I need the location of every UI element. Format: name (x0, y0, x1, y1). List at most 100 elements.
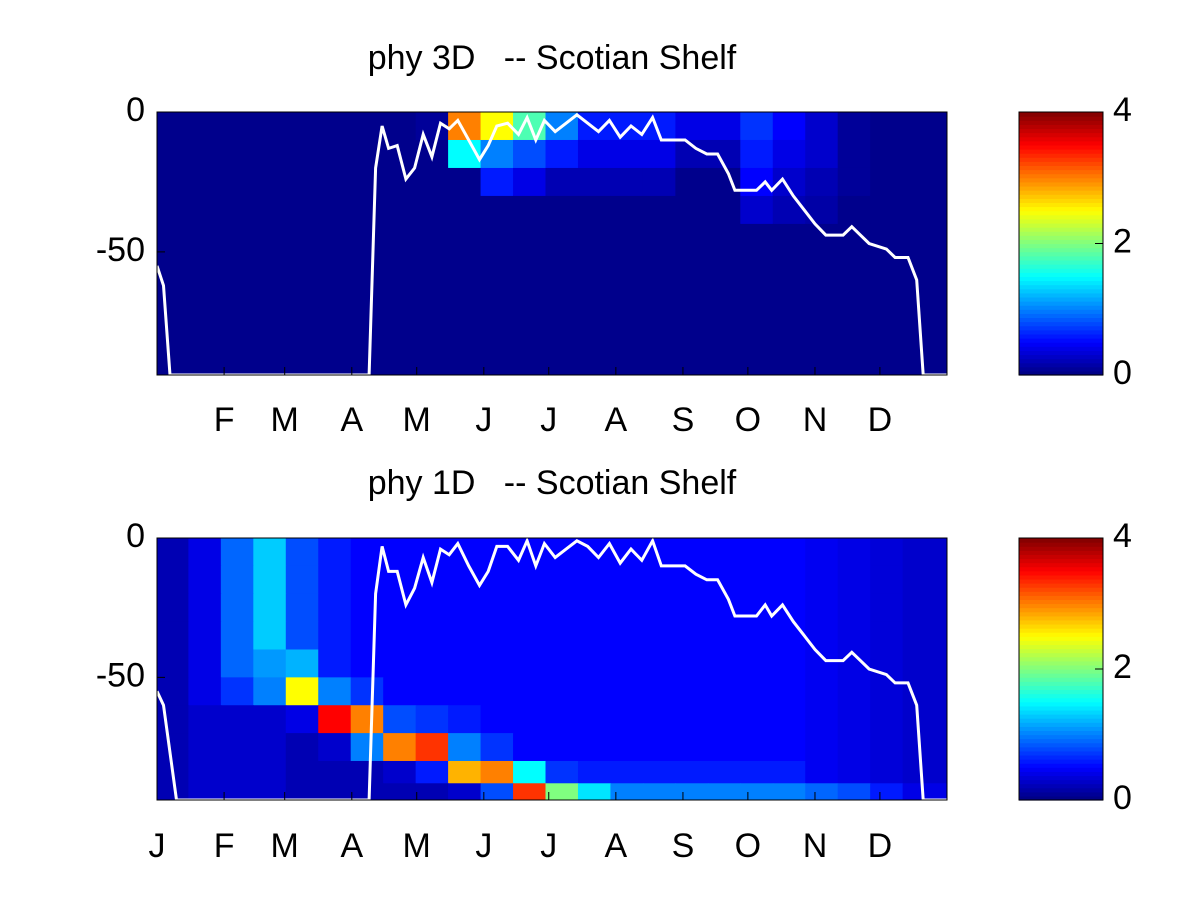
heatmap-cell (350, 621, 384, 651)
heatmap-cell (188, 705, 222, 734)
heatmap-cell (157, 223, 189, 253)
heatmap-cell (253, 733, 287, 762)
colorbar-swatch (1019, 177, 1103, 183)
heatmap-cell (448, 783, 482, 800)
colorbar-swatch (1019, 136, 1103, 142)
heatmap-cell (253, 358, 287, 375)
heatmap-cell (740, 307, 774, 337)
heatmap-cell (707, 279, 741, 309)
heatmap-cell (188, 760, 222, 784)
heatmap-cell (675, 783, 709, 800)
heatmap-cell (642, 733, 676, 762)
heatmap-cell (740, 783, 774, 800)
heatmap-cell (513, 307, 547, 337)
heatmap-cell (318, 279, 352, 309)
heatmap-cell (675, 335, 709, 359)
heatmap-cell (545, 139, 579, 169)
heatmap-cell (253, 760, 287, 784)
heatmap-cell (545, 649, 579, 678)
heatmap-cell (772, 760, 806, 784)
heatmap-cell (253, 279, 287, 309)
heatmap-cell (448, 733, 482, 762)
colorbar-swatch (1019, 795, 1103, 801)
heatmap-cell (610, 649, 644, 678)
heatmap-cell (220, 195, 254, 225)
heatmap-cell (642, 649, 676, 678)
colorbar-swatch (1019, 709, 1103, 715)
heatmap-cell (480, 677, 514, 706)
chart-title: phy 3D -- Scotian Shelf (368, 39, 737, 77)
heatmap-cell (253, 139, 287, 169)
colorbar-swatch (1019, 251, 1103, 257)
heatmap-cell (707, 538, 741, 567)
colorbar-swatch (1019, 693, 1103, 699)
colorbar-swatch (1019, 329, 1103, 335)
heatmap-cell (870, 538, 904, 567)
heatmap-cell (480, 621, 514, 651)
heatmap-cell (415, 195, 449, 225)
heatmap-cell (837, 335, 871, 359)
x-tick-label: M (271, 401, 299, 439)
heatmap-cell (610, 195, 644, 225)
heatmap-cell (772, 538, 806, 567)
heatmap-cell (707, 621, 741, 651)
heatmap-cell (220, 223, 254, 253)
heatmap-cell (350, 112, 384, 141)
heatmap-cell (545, 733, 579, 762)
heatmap-cell (805, 167, 839, 197)
heatmap-cell (577, 733, 612, 762)
colorbar-swatch (1019, 652, 1103, 658)
heatmap-cell (805, 760, 839, 784)
x-tick-label: J (540, 827, 557, 865)
heatmap-cell (188, 677, 222, 706)
colorbar-swatch (1019, 775, 1103, 781)
heatmap-cell (318, 705, 352, 734)
colorbar-swatch (1019, 750, 1103, 756)
heatmap-cell (772, 335, 806, 359)
colorbar-swatch (1019, 615, 1103, 621)
colorbar-swatch (1019, 542, 1103, 547)
colorbar-swatch (1019, 648, 1103, 654)
heatmap-cell (577, 139, 612, 169)
colorbar-swatch (1019, 623, 1103, 629)
colorbar-swatch (1019, 346, 1103, 351)
heatmap-cell (707, 677, 741, 706)
colorbar-swatch (1019, 791, 1103, 797)
heatmap-cell (740, 565, 774, 595)
chart-title: phy 1D -- Scotian Shelf (368, 464, 737, 502)
heatmap-cell (318, 538, 352, 567)
heatmap-cell (870, 733, 904, 762)
colorbar-swatch (1019, 734, 1103, 740)
heatmap-cell (837, 760, 871, 784)
heatmap-cell (188, 783, 222, 800)
heatmap-cell (253, 335, 287, 359)
colorbar-swatch (1019, 128, 1103, 134)
heatmap-cell (383, 705, 417, 734)
heatmap-cell (675, 167, 709, 197)
heatmap-cell (837, 538, 871, 567)
heatmap-cell (383, 251, 417, 281)
heatmap-cell (415, 705, 449, 734)
heatmap-cell (220, 593, 254, 623)
heatmap-cell (480, 538, 514, 567)
heatmap-cell (902, 307, 947, 337)
heatmap-cell (642, 167, 676, 197)
colorbar-swatch (1019, 321, 1103, 327)
heatmap-cell (318, 649, 352, 678)
heatmap-cell (642, 195, 676, 225)
heatmap-cell (805, 649, 839, 678)
colorbar-swatch (1019, 296, 1103, 302)
heatmap-cell (577, 358, 612, 375)
colorbar-swatch (1019, 562, 1103, 568)
heatmap-cell (415, 733, 449, 762)
heatmap-cell (577, 223, 612, 253)
colorbar-swatch (1019, 243, 1103, 249)
heatmap-cell (188, 112, 222, 141)
colorbar-swatch (1019, 587, 1103, 592)
colorbar-tick-label: 0 (1113, 354, 1132, 392)
heatmap-cell (740, 538, 774, 567)
heatmap-cell (415, 649, 449, 678)
colorbar-swatch (1019, 206, 1103, 212)
colorbar-swatch (1019, 358, 1103, 364)
heatmap-cell (480, 783, 514, 800)
